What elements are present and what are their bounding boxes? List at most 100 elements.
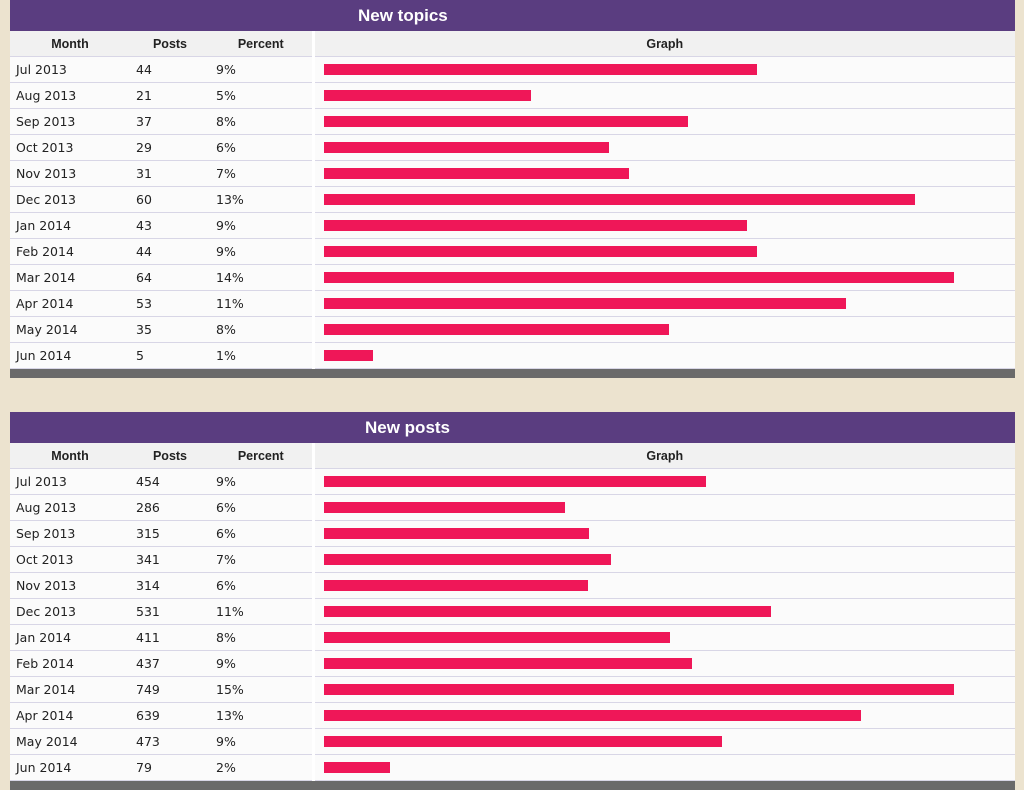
posts-cell: 37	[130, 108, 210, 135]
month-cell: Apr 2014	[10, 702, 130, 729]
posts-cell: 79	[130, 754, 210, 781]
table-row: Jan 2014 411 8%	[10, 624, 1015, 651]
percent-column-header[interactable]: Percent	[210, 443, 313, 469]
graph-cell	[311, 212, 1015, 239]
graph-column-header: Graph	[311, 31, 1015, 57]
month-cell: Dec 2013	[10, 598, 130, 625]
month-cell: May 2014	[10, 316, 130, 343]
table-header-row: Month Posts Percent Graph	[10, 443, 1015, 469]
new-topics-title: New topics	[358, 6, 448, 25]
graph-bar	[323, 658, 692, 669]
posts-cell: 44	[130, 238, 210, 265]
graph-cell	[311, 264, 1015, 291]
percent-cell: 9%	[210, 238, 313, 265]
posts-cell: 749	[130, 676, 210, 703]
graph-bar	[323, 554, 611, 565]
table-row: Oct 2013 29 6%	[10, 134, 1015, 161]
posts-cell: 31	[130, 160, 210, 187]
month-column-header[interactable]: Month	[10, 31, 130, 57]
graph-bar	[323, 710, 861, 721]
percent-cell: 9%	[210, 468, 313, 495]
panel-title: New posts	[10, 412, 1015, 443]
graph-cell	[311, 160, 1015, 187]
month-cell: Feb 2014	[10, 238, 130, 265]
month-cell: Feb 2014	[10, 650, 130, 677]
new-posts-rows: Jul 2013 454 9% Aug 2013 286 6% Sep 2013 315 6% O…	[10, 468, 1015, 781]
new-posts-panel: New posts Month Posts Percent Graph Jul …	[10, 412, 1015, 790]
month-column-header[interactable]: Month	[10, 443, 130, 469]
posts-cell: 315	[130, 520, 210, 547]
table-header-row: Month Posts Percent Graph	[10, 31, 1015, 57]
graph-cell	[311, 520, 1015, 547]
percent-cell: 7%	[210, 546, 313, 573]
percent-cell: 11%	[210, 290, 313, 317]
panel-footer	[10, 369, 1015, 378]
posts-cell: 531	[130, 598, 210, 625]
table-row: Jun 2014 79 2%	[10, 754, 1015, 781]
table-row: Jun 2014 5 1%	[10, 342, 1015, 369]
percent-column-header[interactable]: Percent	[210, 31, 313, 57]
new-posts-title: New posts	[365, 418, 451, 437]
graph-bar	[323, 476, 706, 487]
graph-bar	[323, 64, 757, 75]
graph-bar	[323, 762, 390, 773]
new-topics-panel: New topics Month Posts Percent Graph Jul…	[10, 0, 1015, 378]
posts-column-header[interactable]: Posts	[130, 443, 210, 469]
posts-cell: 454	[130, 468, 210, 495]
panel-footer	[10, 781, 1015, 790]
month-cell: Mar 2014	[10, 264, 130, 291]
graph-cell	[311, 82, 1015, 109]
month-cell: Jan 2014	[10, 624, 130, 651]
graph-bar	[323, 298, 846, 309]
month-cell: Oct 2013	[10, 134, 130, 161]
graph-cell	[311, 342, 1015, 369]
table-row: Jul 2013 44 9%	[10, 56, 1015, 83]
table-row: Aug 2013 286 6%	[10, 494, 1015, 521]
graph-cell	[311, 702, 1015, 729]
month-cell: Jul 2013	[10, 56, 130, 83]
percent-cell: 5%	[210, 82, 313, 109]
posts-cell: 35	[130, 316, 210, 343]
table-row: Feb 2014 44 9%	[10, 238, 1015, 265]
month-cell: Apr 2014	[10, 290, 130, 317]
graph-bar	[323, 90, 531, 101]
posts-cell: 411	[130, 624, 210, 651]
posts-cell: 286	[130, 494, 210, 521]
graph-cell	[311, 728, 1015, 755]
table-row: Nov 2013 314 6%	[10, 572, 1015, 599]
table-row: Nov 2013 31 7%	[10, 160, 1015, 187]
month-cell: Nov 2013	[10, 572, 130, 599]
percent-cell: 13%	[210, 186, 313, 213]
table-row: May 2014 473 9%	[10, 728, 1015, 755]
posts-cell: 29	[130, 134, 210, 161]
graph-cell	[311, 598, 1015, 625]
table-row: Feb 2014 437 9%	[10, 650, 1015, 677]
percent-cell: 9%	[210, 212, 313, 239]
month-cell: Aug 2013	[10, 494, 130, 521]
posts-cell: 64	[130, 264, 210, 291]
graph-bar	[323, 606, 771, 617]
month-cell: May 2014	[10, 728, 130, 755]
graph-cell	[311, 650, 1015, 677]
posts-column-header[interactable]: Posts	[130, 31, 210, 57]
month-cell: Oct 2013	[10, 546, 130, 573]
graph-cell	[311, 290, 1015, 317]
graph-bar	[323, 502, 565, 513]
table-row: Jan 2014 43 9%	[10, 212, 1015, 239]
graph-cell	[311, 238, 1015, 265]
posts-cell: 639	[130, 702, 210, 729]
graph-bar	[323, 580, 588, 591]
graph-cell	[311, 546, 1015, 573]
panel-title: New topics	[10, 0, 1015, 31]
graph-bar	[323, 684, 954, 695]
posts-cell: 437	[130, 650, 210, 677]
month-cell: Mar 2014	[10, 676, 130, 703]
graph-bar	[323, 142, 609, 153]
month-cell: Aug 2013	[10, 82, 130, 109]
graph-cell	[311, 754, 1015, 781]
posts-cell: 341	[130, 546, 210, 573]
table-row: Jul 2013 454 9%	[10, 468, 1015, 495]
table-row: Dec 2013 531 11%	[10, 598, 1015, 625]
percent-cell: 9%	[210, 728, 313, 755]
graph-cell	[311, 624, 1015, 651]
